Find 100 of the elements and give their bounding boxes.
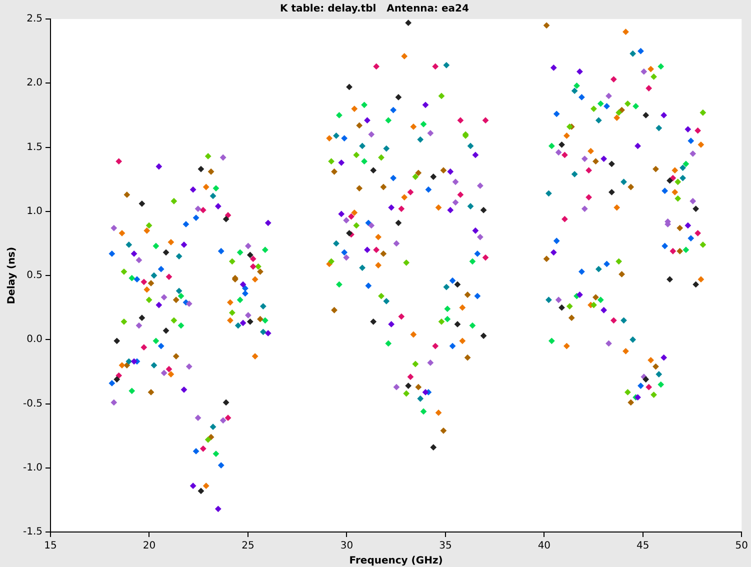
x-axis-title: Frequency (GHz) [349, 556, 443, 567]
point [652, 363, 659, 370]
point [351, 209, 358, 216]
point [341, 135, 348, 142]
point [168, 238, 174, 246]
point [190, 186, 196, 193]
point [326, 135, 333, 142]
point [361, 102, 368, 108]
point [614, 114, 620, 121]
point [410, 331, 417, 338]
point [333, 240, 340, 247]
point [694, 127, 701, 134]
point [638, 382, 644, 389]
point [210, 424, 216, 430]
point [563, 342, 570, 350]
point [359, 264, 366, 272]
point [622, 348, 629, 354]
point [224, 414, 232, 422]
point [158, 266, 164, 272]
point [435, 204, 442, 211]
point [610, 76, 617, 82]
point [592, 158, 599, 165]
point [464, 292, 471, 298]
point [257, 316, 264, 322]
point [608, 160, 615, 168]
point [130, 250, 138, 257]
point [398, 313, 405, 320]
point [682, 246, 690, 254]
point [250, 263, 256, 270]
point [373, 246, 380, 254]
point [566, 303, 573, 310]
point [218, 462, 224, 469]
point [692, 206, 700, 212]
point [244, 242, 252, 250]
point [568, 314, 575, 322]
point [110, 399, 118, 406]
point [457, 192, 464, 198]
point [146, 296, 152, 304]
point [698, 141, 704, 148]
point [214, 203, 222, 210]
point [422, 102, 429, 108]
point [405, 382, 412, 389]
point [684, 126, 692, 132]
point [432, 63, 439, 70]
point [220, 417, 226, 424]
point [614, 204, 620, 211]
point [648, 356, 654, 364]
point [640, 68, 648, 75]
point [642, 376, 650, 383]
point [650, 392, 657, 398]
point [600, 306, 608, 314]
point [670, 248, 676, 254]
point [438, 318, 445, 325]
point [260, 328, 266, 336]
point [186, 363, 192, 370]
point [351, 106, 358, 112]
point [443, 62, 450, 68]
point [548, 338, 555, 344]
point [227, 317, 234, 324]
point [353, 152, 360, 158]
point [242, 290, 248, 297]
point [700, 109, 706, 116]
point [452, 178, 459, 186]
point [390, 174, 397, 182]
point [562, 152, 568, 158]
point [427, 360, 434, 366]
point [210, 192, 216, 200]
point [338, 159, 345, 166]
point [170, 317, 178, 324]
point [604, 260, 610, 268]
point [546, 296, 552, 304]
point [624, 389, 631, 396]
point [610, 317, 617, 324]
point [562, 216, 568, 222]
point [390, 106, 397, 114]
point [130, 358, 138, 365]
point [224, 212, 232, 218]
x-tick-label: 30 [340, 540, 354, 552]
point [467, 142, 474, 150]
point [571, 88, 578, 94]
point [698, 276, 704, 283]
point [574, 82, 580, 89]
point [578, 94, 585, 100]
point [452, 199, 459, 206]
point [410, 124, 417, 130]
point [634, 142, 641, 150]
point [543, 22, 550, 29]
y-tick-label: 0.5 [26, 270, 43, 282]
point [616, 258, 622, 265]
point [581, 156, 588, 162]
x-tick-label: 45 [636, 540, 650, 552]
point [190, 482, 196, 490]
point [227, 299, 234, 306]
point [176, 288, 182, 294]
point [136, 322, 142, 329]
point [336, 112, 342, 118]
point [682, 160, 690, 168]
point [550, 64, 557, 71]
point [403, 390, 410, 397]
point [108, 250, 116, 257]
